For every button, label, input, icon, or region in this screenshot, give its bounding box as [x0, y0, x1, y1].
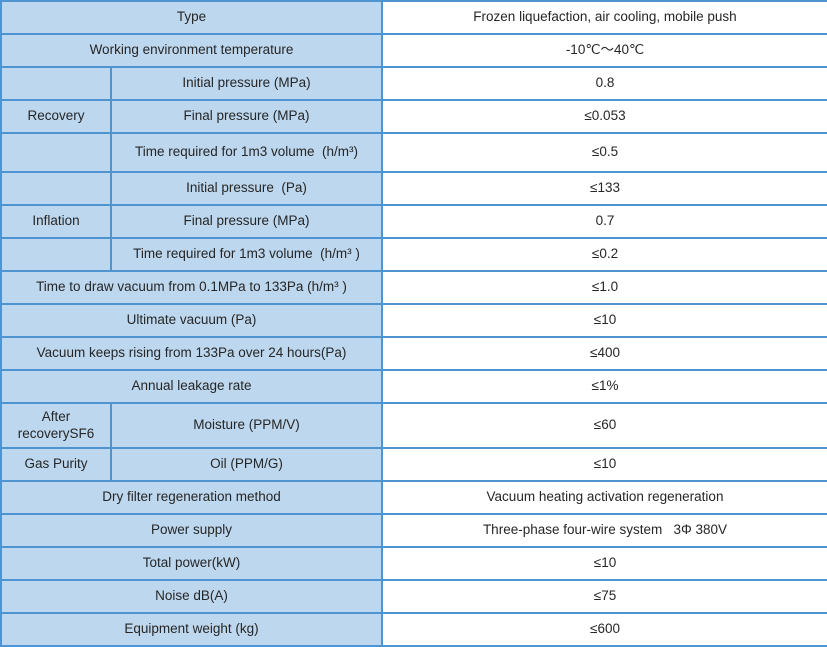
table-row: Ultimate vacuum (Pa) ≤10 — [0, 303, 827, 338]
spec-label-cell: Initial pressure (MPa) — [110, 66, 383, 101]
spec-label-cell: Moisture (PPM/V) — [110, 402, 383, 449]
spec-value-cell: ≤0.5 — [381, 132, 827, 173]
table-row: Initial pressure (MPa) 0.8 — [0, 66, 827, 101]
spec-value-cell: ≤10 — [381, 546, 827, 581]
group-cell: After recoverySF6 — [0, 402, 112, 449]
group-cell — [0, 237, 112, 272]
spec-value-cell: ≤0.2 — [381, 237, 827, 272]
table-row: Noise dB(A) ≤75 — [0, 579, 827, 614]
spec-value-cell: ≤10 — [381, 303, 827, 338]
table-row: Dry filter regeneration method Vacuum he… — [0, 480, 827, 515]
spec-value-cell: ≤0.053 — [381, 99, 827, 134]
spec-label-cell: Final pressure (MPa) — [110, 99, 383, 134]
table-row: Initial pressure (Pa) ≤133 — [0, 171, 827, 206]
spec-label-cell: Vacuum keeps rising from 133Pa over 24 h… — [0, 336, 383, 371]
spec-label-cell: Noise dB(A) — [0, 579, 383, 614]
spec-label-cell: Time to draw vacuum from 0.1MPa to 133Pa… — [0, 270, 383, 305]
table-row: Time required for 1m3 volume (h/m³ ) ≤0.… — [0, 237, 827, 272]
group-cell — [0, 132, 112, 173]
spec-value-cell: ≤75 — [381, 579, 827, 614]
spec-value-cell: ≤60 — [381, 402, 827, 449]
spec-label-cell: Equipment weight (kg) — [0, 612, 383, 647]
spec-value-cell: ≤1% — [381, 369, 827, 404]
table-row: Total power(kW) ≤10 — [0, 546, 827, 581]
spec-label-cell: Dry filter regeneration method — [0, 480, 383, 515]
group-cell: Inflation — [0, 204, 112, 239]
table-row: Working environment temperature -10℃～40℃ — [0, 33, 827, 68]
spec-value-cell: 0.7 — [381, 204, 827, 239]
spec-label-cell: Time required for 1m3 volume (h/m³) — [110, 132, 383, 173]
table-row: Time to draw vacuum from 0.1MPa to 133Pa… — [0, 270, 827, 305]
table-row: After recoverySF6 Moisture (PPM/V) ≤60 — [0, 402, 827, 449]
spec-label-cell: Annual leakage rate — [0, 369, 383, 404]
table-row: Recovery Final pressure (MPa) ≤0.053 — [0, 99, 827, 134]
table-row: Time required for 1m3 volume (h/m³) ≤0.5 — [0, 132, 827, 173]
spec-value-cell: 0.8 — [381, 66, 827, 101]
spec-label-cell: Working environment temperature — [0, 33, 383, 68]
group-cell — [0, 171, 112, 206]
spec-label-cell: Initial pressure (Pa) — [110, 171, 383, 206]
table-row: Equipment weight (kg) ≤600 — [0, 612, 827, 647]
spec-value-cell: ≤600 — [381, 612, 827, 647]
group-cell: Gas Purity — [0, 447, 112, 482]
spec-value-cell: Frozen liquefaction, air cooling, mobile… — [381, 0, 827, 35]
spec-value-cell: Three-phase four-wire system 3Φ 380V — [381, 513, 827, 548]
spec-value-cell: ≤400 — [381, 336, 827, 371]
spec-value-cell: ≤1.0 — [381, 270, 827, 305]
table-row: Gas Purity Oil (PPM/G) ≤10 — [0, 447, 827, 482]
spec-label-cell: Type — [0, 0, 383, 35]
spec-label-cell: Ultimate vacuum (Pa) — [0, 303, 383, 338]
spec-value-cell: -10℃～40℃ — [381, 33, 827, 68]
spec-value-cell: ≤10 — [381, 447, 827, 482]
group-cell: Recovery — [0, 99, 112, 134]
spec-label-cell: Total power(kW) — [0, 546, 383, 581]
spec-value-cell: ≤133 — [381, 171, 827, 206]
spec-label-cell: Time required for 1m3 volume (h/m³ ) — [110, 237, 383, 272]
spec-label-cell: Power supply — [0, 513, 383, 548]
table-row: Inflation Final pressure (MPa) 0.7 — [0, 204, 827, 239]
table-row: Type Frozen liquefaction, air cooling, m… — [0, 0, 827, 35]
table-row: Vacuum keeps rising from 133Pa over 24 h… — [0, 336, 827, 371]
table-row: Power supply Three-phase four-wire syste… — [0, 513, 827, 548]
table-row: Annual leakage rate ≤1% — [0, 369, 827, 404]
group-cell — [0, 66, 112, 101]
spec-value-cell: Vacuum heating activation regeneration — [381, 480, 827, 515]
spec-label-cell: Oil (PPM/G) — [110, 447, 383, 482]
spec-label-cell: Final pressure (MPa) — [110, 204, 383, 239]
